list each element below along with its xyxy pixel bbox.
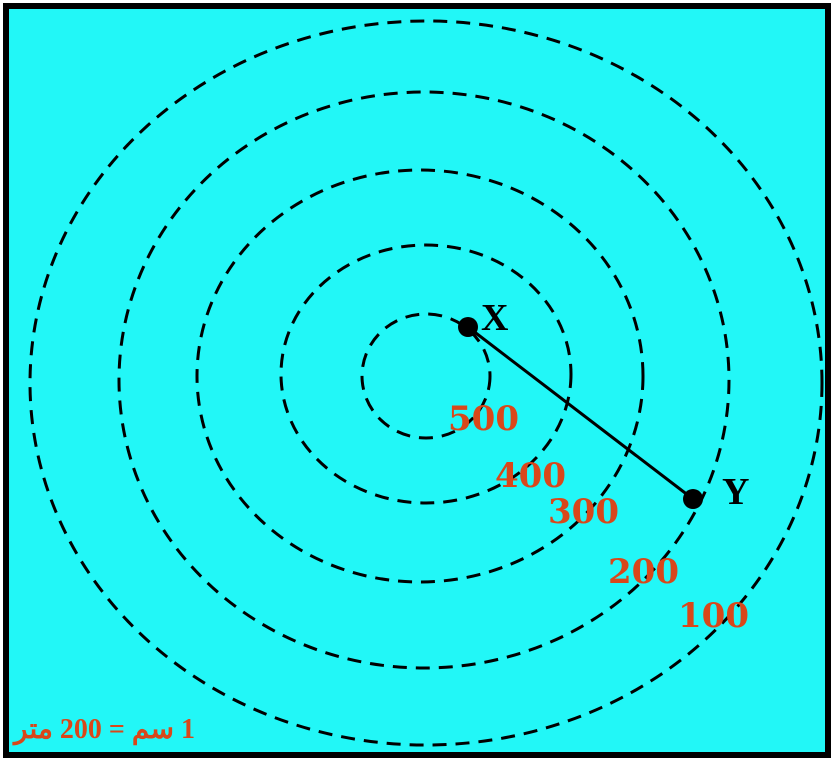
contour-line-200 <box>117 90 731 670</box>
point-x-label: X <box>481 297 508 339</box>
map-frame <box>3 3 831 758</box>
contour-line-100 <box>28 19 824 747</box>
contour-label-400: 400 <box>495 456 566 496</box>
contour-line-300 <box>195 168 645 584</box>
contour-line-500 <box>360 312 492 440</box>
point-y-marker <box>683 489 703 509</box>
contour-lines <box>28 19 824 747</box>
contour-label-200: 200 <box>608 552 679 592</box>
contour-label-300: 300 <box>548 492 619 532</box>
scale-legend: 1 سم = 200 متر <box>12 714 195 746</box>
point-x-marker <box>458 317 478 337</box>
contour-label-500: 500 <box>448 399 519 439</box>
contour-label-100: 100 <box>678 596 749 636</box>
contour-line-400 <box>279 243 573 505</box>
x-to-y-line <box>467 325 694 501</box>
point-y-label: Y <box>722 471 749 513</box>
